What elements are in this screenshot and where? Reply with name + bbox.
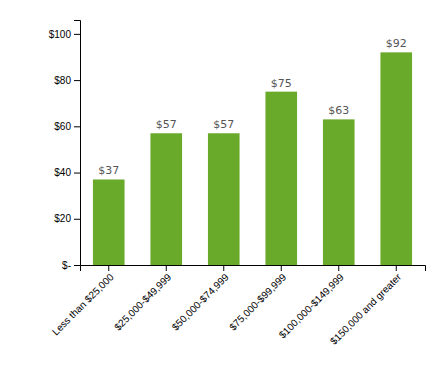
y-axis: $- $20 $40 $60 $80 $100 <box>49 21 81 271</box>
x-tick: $50,000-$74,999 <box>170 265 232 333</box>
x-tick: Less than $25,000 <box>50 265 116 337</box>
y-tick-mark <box>74 219 80 220</box>
y-tick-mark <box>74 126 80 127</box>
x-tick-mark <box>396 265 397 271</box>
y-tick-label: $100 <box>49 29 72 40</box>
bar <box>208 133 240 265</box>
bars <box>93 52 412 265</box>
bar <box>323 119 355 265</box>
y-tick-label: $20 <box>54 213 71 224</box>
y-tick-label: $40 <box>54 167 71 178</box>
data-label: $92 <box>386 37 407 50</box>
data-label: $57 <box>156 118 177 131</box>
x-axis-line <box>81 266 426 272</box>
chart: $- $20 $40 $60 $80 $100 Less than $25,000$25,0… <box>0 0 445 365</box>
bar <box>93 179 125 265</box>
y-tick: $60 <box>54 121 80 132</box>
data-label: $75 <box>271 77 292 90</box>
x-tick: $100,000-$149,999 <box>277 265 346 340</box>
y-tick-label: $80 <box>54 75 71 86</box>
y-axis-line <box>74 21 81 266</box>
bar <box>150 133 182 265</box>
y-tick-mark <box>74 80 80 81</box>
x-tick-label: $50,000-$74,999 <box>170 271 232 333</box>
x-tick-mark <box>338 265 339 271</box>
x-tick: $25,000-$49,999 <box>112 265 174 333</box>
x-tick-label: $150,000 and greater <box>328 271 404 347</box>
plot: $- $20 $40 $60 $80 $100 Less than $25,000$25,0… <box>49 21 426 347</box>
x-tick-mark <box>223 265 224 271</box>
x-tick: $75,000-$99,999 <box>227 265 289 333</box>
y-tick-mark <box>74 265 80 266</box>
y-tick-label: $60 <box>54 121 71 132</box>
x-tick-label: $75,000-$99,999 <box>227 271 289 333</box>
y-tick-mark <box>74 34 80 35</box>
x-tick-label: Less than $25,000 <box>50 271 116 337</box>
x-tick: $150,000 and greater <box>328 265 404 347</box>
y-tick: $100 <box>49 29 80 40</box>
x-axis: Less than $25,000$25,000-$49,999$50,000-… <box>50 265 426 347</box>
bar <box>380 52 412 265</box>
y-tick-label: $- <box>62 260 71 271</box>
y-tick: $80 <box>54 75 80 86</box>
y-tick-mark <box>74 173 80 174</box>
data-label: $63 <box>328 104 349 117</box>
x-tick-label: $25,000-$49,999 <box>112 271 174 333</box>
x-tick-mark <box>108 265 109 271</box>
data-labels: $37 $57 $57 $75 $63 $92 <box>98 37 407 177</box>
x-tick-mark <box>281 265 282 271</box>
y-tick: $- <box>62 260 80 271</box>
x-tick-mark <box>166 265 167 271</box>
data-label: $57 <box>213 118 234 131</box>
y-tick: $20 <box>54 213 80 224</box>
bar <box>265 92 297 265</box>
data-label: $37 <box>98 164 119 177</box>
y-tick: $40 <box>54 167 80 178</box>
